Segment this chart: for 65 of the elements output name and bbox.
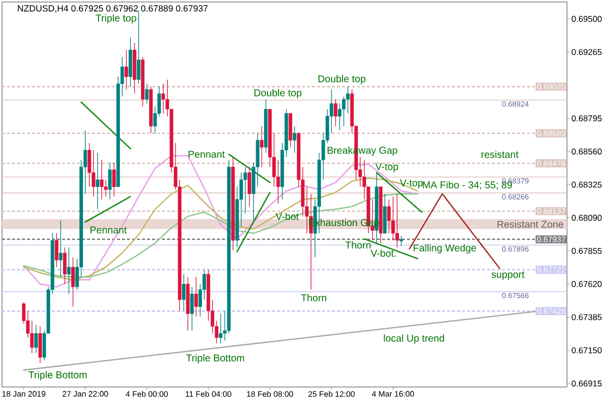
candlestick xyxy=(145,83,149,104)
annotation: resistant xyxy=(482,150,518,158)
candlestick xyxy=(108,162,112,200)
annotation: Triple Bottom xyxy=(186,354,244,364)
annotation: V-bot. xyxy=(370,249,396,257)
annotation: Falling Wedge xyxy=(414,244,476,254)
y-tick-label: 0.67385 xyxy=(572,314,602,320)
candlestick xyxy=(67,247,71,294)
candlestick xyxy=(161,83,166,114)
candlestick xyxy=(391,196,395,241)
annotation: V-bot xyxy=(276,212,299,220)
annotation: local Up trend xyxy=(384,334,444,344)
annotation: Double top xyxy=(254,89,302,98)
annotation: Triple top xyxy=(96,14,136,24)
y-tick-label: 0.66915 xyxy=(572,380,602,386)
y-tick-label: 0.67620 xyxy=(572,281,602,288)
candlestick xyxy=(112,162,116,197)
candlestick xyxy=(96,152,100,210)
candlestick xyxy=(248,166,252,207)
annotation: Thorn xyxy=(301,294,326,302)
annotation: Triple Bottom xyxy=(28,371,87,380)
chart-title: NZDUSD,H4 0.67925 0.67962 0.67889 0.67937 xyxy=(18,5,208,13)
candlestick xyxy=(218,313,222,344)
candlestick xyxy=(399,235,403,246)
candlestick xyxy=(182,274,186,312)
candlestick xyxy=(100,160,104,200)
y-tick-label: 0.68090 xyxy=(572,214,602,221)
band-label: Resistant Zone xyxy=(498,220,564,228)
candlestick xyxy=(260,126,264,168)
y-tick-label: 0.67150 xyxy=(572,347,602,354)
candlestick xyxy=(92,150,96,197)
y-tick-label: 0.69265 xyxy=(572,49,602,56)
annotation: support xyxy=(492,271,524,280)
candlestick xyxy=(395,193,399,248)
candlestick xyxy=(54,232,58,268)
candlestick xyxy=(194,276,198,317)
y-tick-label: 0.68325 xyxy=(572,182,602,188)
y-tick-label: 0.68560 xyxy=(572,148,602,154)
annotation: Pennant xyxy=(90,226,127,234)
candlestick xyxy=(276,160,280,204)
candlestick xyxy=(190,286,194,331)
candlestick xyxy=(34,324,38,354)
candlestick xyxy=(338,103,342,131)
candlestick xyxy=(334,98,338,126)
annotation: V-top xyxy=(375,163,398,172)
candlestick xyxy=(63,247,67,284)
candlestick xyxy=(124,50,128,90)
candlestick xyxy=(71,256,75,307)
y-tick-label: 0.68795 xyxy=(572,115,602,122)
candlestick xyxy=(244,166,248,214)
annotation: Pennant xyxy=(188,150,225,158)
candlestick xyxy=(30,320,34,354)
annotation: Double top xyxy=(318,74,366,84)
candlestick xyxy=(136,10,140,84)
annotation: MA Fibo - 34; 55; 89 xyxy=(422,181,512,190)
candlestick xyxy=(292,126,296,154)
candlestick xyxy=(58,220,62,278)
y-tick-label: 0.69500 xyxy=(572,16,602,22)
candlestick xyxy=(104,179,108,197)
annotation: Thorn xyxy=(345,241,371,249)
annotation: V-top xyxy=(400,179,423,188)
candlestick xyxy=(38,326,42,364)
y-tick-label: 0.67855 xyxy=(572,248,602,254)
candlestick xyxy=(346,86,350,114)
candlestick xyxy=(342,96,346,126)
